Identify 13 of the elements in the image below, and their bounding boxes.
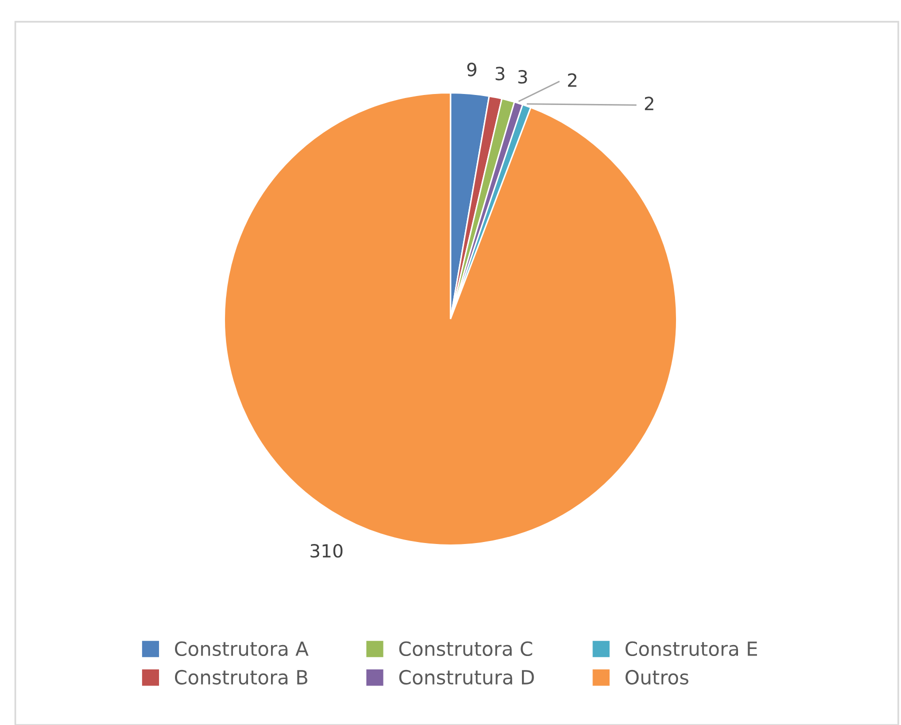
data-label: 310 [310,544,342,558]
data-label: 3 [496,66,504,80]
legend-label: Construtora A [174,641,309,656]
data-label: 3 [518,70,527,84]
legend-label: Construtura D [399,670,534,685]
legend-label: Outros [626,670,688,685]
pie-slice [224,92,678,546]
data-label: 2 [568,73,576,87]
data-label: 2 [644,96,654,110]
legend-label: Construtora B [174,670,308,685]
data-label: 9 [467,62,476,76]
legend-label: Construtora C [399,641,532,656]
legend-label: Construtora E [626,641,757,656]
